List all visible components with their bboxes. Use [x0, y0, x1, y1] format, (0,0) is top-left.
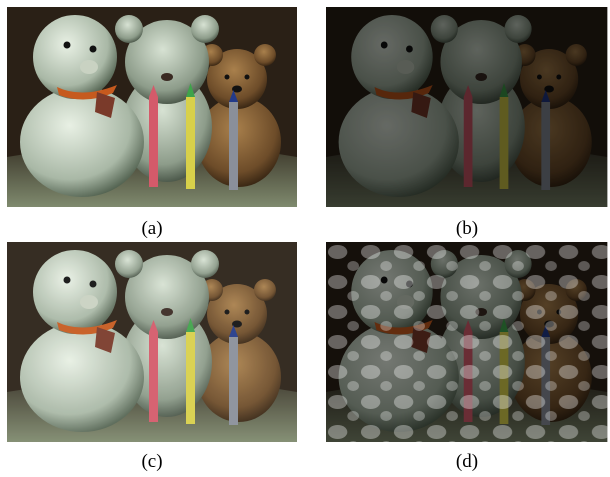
photo-d [326, 242, 607, 442]
caption: (a) [141, 218, 162, 239]
caption: (d) [456, 451, 478, 472]
page: (a) (b) (c) (d) (() => { const data = JS… [0, 0, 610, 472]
photo-a [7, 7, 297, 207]
photo-b [326, 7, 607, 207]
figure: (a) (b) (c) (d) [0, 0, 610, 472]
caption: (c) [141, 451, 162, 472]
caption: (b) [456, 218, 478, 239]
photo-c [7, 242, 297, 442]
